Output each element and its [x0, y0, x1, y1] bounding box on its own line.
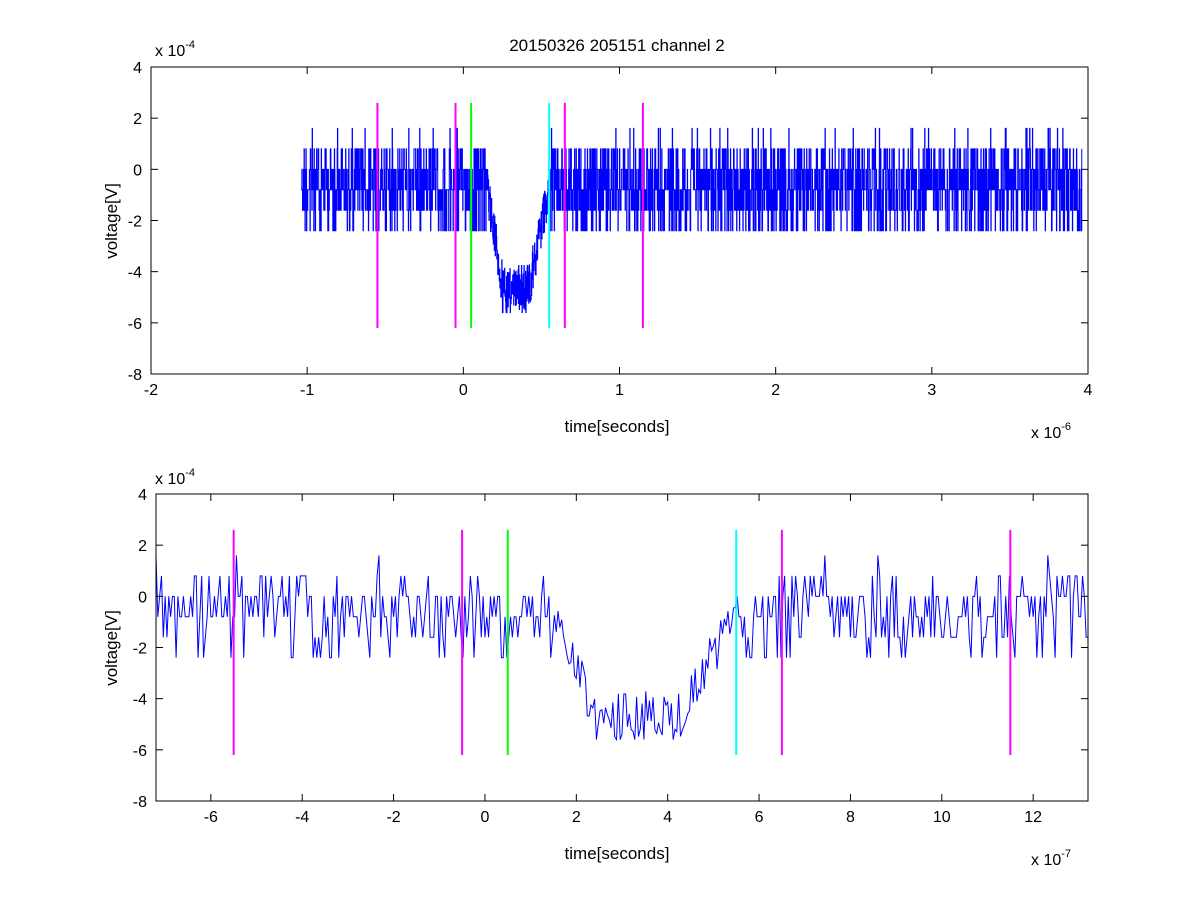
top-plot-y-exponent-power: -4 — [185, 39, 195, 51]
y-tick-label: 4 — [133, 60, 142, 77]
x-tick-label: 12 — [1024, 809, 1042, 826]
x-tick-label: 0 — [459, 382, 468, 399]
bottom-plot-y-exponent-base: x 10 — [155, 471, 185, 488]
bottom-plot: -6 -4 -2 0 2 4 6 8 10 12 -8 -6 -4 -2 0 2 4 time[seconds]… — [102, 467, 1089, 869]
x-tick-label: 4 — [1084, 382, 1093, 399]
bottom-plot-y-exponent-power: -4 — [185, 467, 195, 479]
top-plot-y-exponent: x 10-4 — [155, 39, 195, 60]
x-tick-label: 6 — [755, 809, 764, 826]
y-tick-label: -6 — [133, 743, 147, 760]
top-plot-ylabel: voltage[V] — [102, 183, 121, 259]
x-tick-label: -6 — [204, 809, 218, 826]
bottom-plot-x-exponent-power: -7 — [1061, 848, 1071, 860]
x-tick-label: 3 — [927, 382, 936, 399]
top-plot: -2 -1 0 1 2 3 4 -8 -6 -4 -2 0 2 4 time[seconds] volta… — [102, 39, 1093, 442]
y-tick-label: 0 — [133, 162, 142, 179]
x-tick-label: 10 — [933, 809, 951, 826]
x-tick-label: -4 — [295, 809, 309, 826]
bottom-plot-ticks: -6 -4 -2 0 2 4 6 8 10 12 -8 -6 -4 -2 0 2 4 — [133, 487, 1088, 826]
y-tick-label: 0 — [138, 589, 147, 606]
y-tick-label: 2 — [138, 538, 147, 555]
top-plot-x-exponent-power: -6 — [1061, 421, 1071, 433]
y-tick-label: -6 — [128, 316, 142, 333]
x-tick-label: 0 — [480, 809, 489, 826]
x-tick-label: 8 — [846, 809, 855, 826]
x-tick-label: -2 — [144, 382, 158, 399]
top-plot-xlabel: time[seconds] — [565, 417, 670, 436]
y-tick-label: -8 — [133, 794, 147, 811]
bottom-plot-markers — [232, 529, 1012, 755]
top-plot-ticks: -2 -1 0 1 2 3 4 -8 -6 -4 -2 0 2 4 — [128, 60, 1093, 399]
y-tick-label: -2 — [133, 641, 147, 658]
bottom-plot-y-exponent: x 10-4 — [155, 467, 195, 488]
bottom-plot-x-exponent-base: x 10 — [1031, 852, 1061, 869]
top-plot-signal-trace — [300, 127, 1083, 314]
signal-series-line — [155, 555, 1088, 742]
top-plot-x-exponent: x 10-6 — [1031, 421, 1071, 442]
x-tick-label: 2 — [572, 809, 581, 826]
x-tick-label: -2 — [386, 809, 400, 826]
y-tick-label: -4 — [128, 265, 142, 282]
top-plot-markers — [376, 102, 644, 328]
figure-title: 20150326 205151 channel 2 — [509, 36, 725, 55]
bottom-plot-axes-box — [155, 493, 1089, 802]
bottom-plot-x-exponent: x 10-7 — [1031, 848, 1071, 869]
x-tick-label: -1 — [300, 382, 314, 399]
y-tick-label: 2 — [133, 111, 142, 128]
top-plot-y-exponent-base: x 10 — [155, 43, 185, 60]
y-tick-label: 4 — [138, 487, 147, 504]
bottom-plot-ylabel: voltage[V] — [102, 610, 121, 686]
y-tick-label: -8 — [128, 367, 142, 384]
bottom-plot-signal-trace — [155, 555, 1088, 742]
y-tick-label: -2 — [128, 214, 142, 231]
bottom-plot-xlabel: time[seconds] — [565, 844, 670, 863]
x-tick-label: 2 — [771, 382, 780, 399]
y-tick-label: -4 — [133, 692, 147, 709]
signal-series-line — [300, 127, 1083, 314]
top-plot-x-exponent-base: x 10 — [1031, 425, 1061, 442]
x-tick-label: 1 — [615, 382, 624, 399]
x-tick-label: 4 — [663, 809, 672, 826]
